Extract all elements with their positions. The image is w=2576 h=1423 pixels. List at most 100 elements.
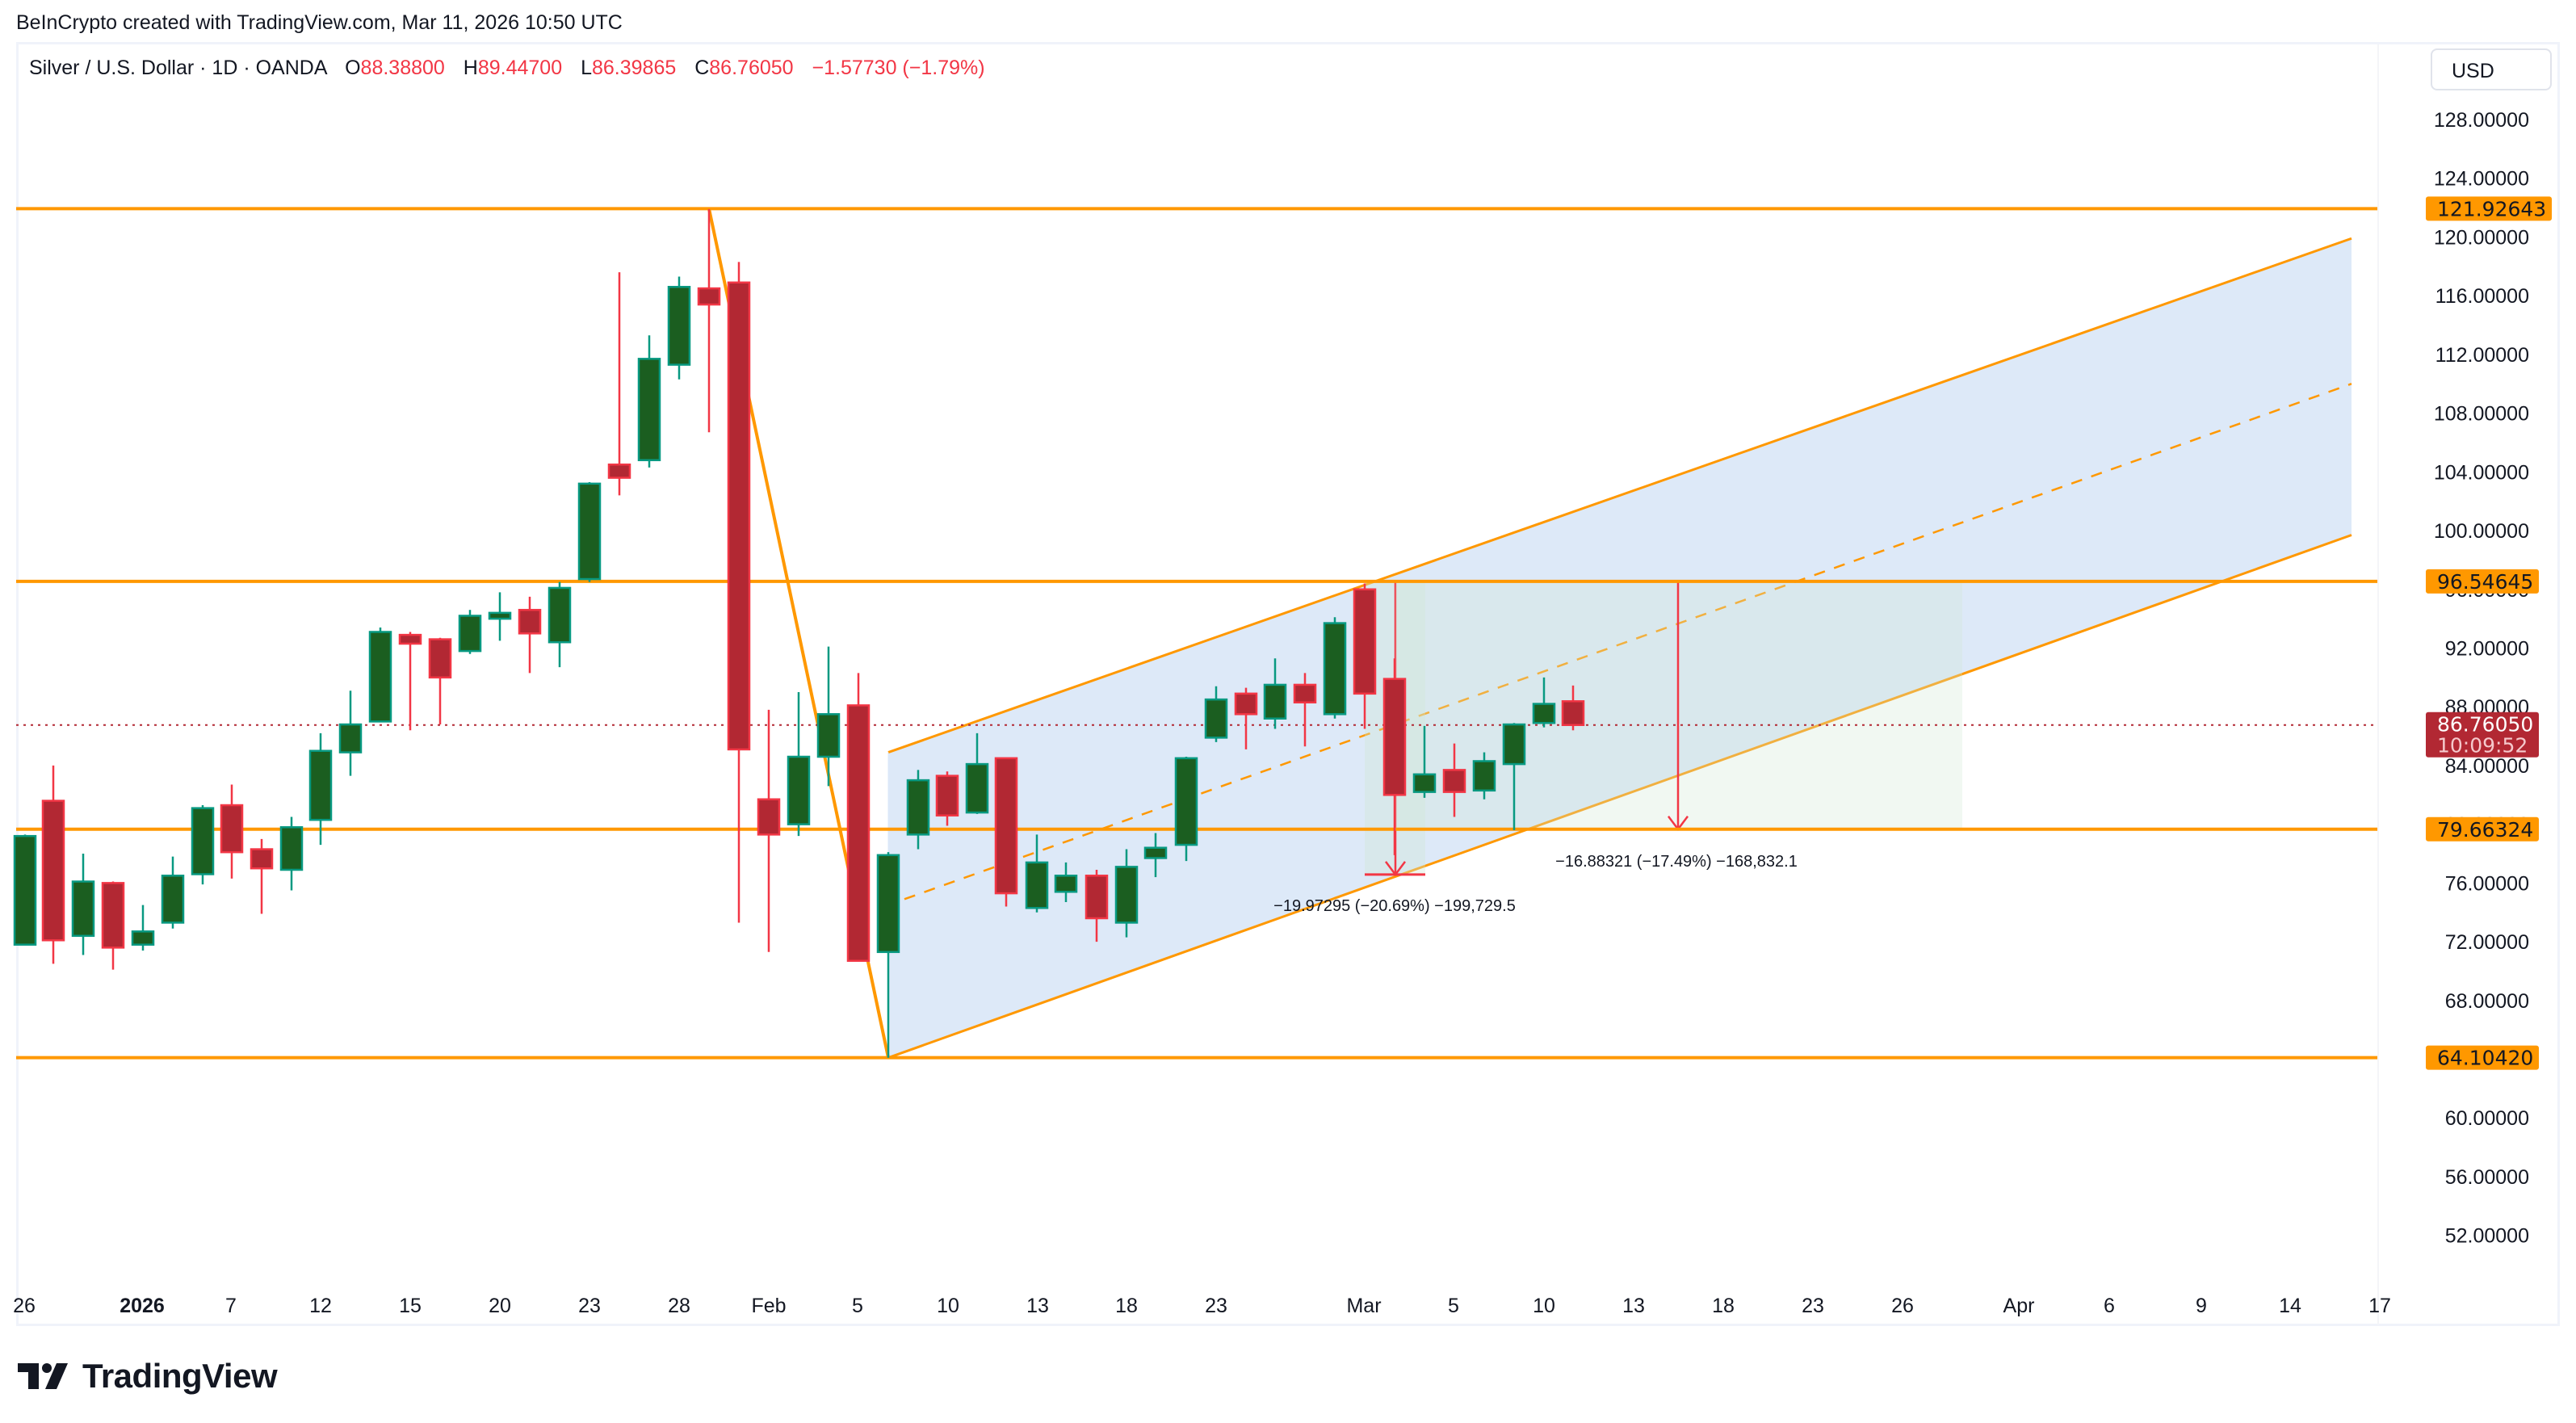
candle-body: [1114, 866, 1139, 924]
price-tick-label: 120.00000: [2434, 226, 2529, 249]
channel-lower-line[interactable]: [887, 534, 2352, 1060]
candle-body: [308, 749, 333, 821]
candle-body: [1442, 769, 1466, 793]
symbol-legend: Silver / U.S. Dollar · 1D · OANDA O88.38…: [29, 57, 985, 80]
date-tick-label: Apr: [2003, 1295, 2035, 1317]
price-tick-label: 108.00000: [2434, 403, 2529, 426]
level-price-tag-2: [2426, 569, 2539, 594]
candle-body: [279, 826, 304, 871]
candle-body: [1293, 683, 1317, 703]
candle-body: [1412, 773, 1437, 793]
date-tick-label: 5: [1448, 1295, 1459, 1317]
last-price-tag: [2426, 712, 2539, 758]
candle-up: [787, 692, 811, 837]
candle-up: [577, 482, 602, 582]
candle-body: [1323, 622, 1347, 716]
candle-body: [1532, 703, 1556, 724]
candle-body: [935, 774, 959, 816]
candle-body: [816, 713, 841, 758]
price-tick-label: 60.00000: [2445, 1107, 2529, 1130]
price-axis[interactable]: 128.00000 124.00000 120.00000 116.00000 112.…: [2434, 109, 2529, 1248]
candle-body: [906, 779, 930, 836]
candle-body: [368, 631, 392, 723]
date-tick-label: 12: [309, 1295, 332, 1317]
candle-up: [1263, 658, 1287, 729]
candle-body: [1382, 678, 1407, 796]
candle-down: [757, 709, 781, 952]
low-value: 86.39865: [591, 57, 677, 79]
candle-up: [1025, 834, 1049, 913]
price-tick-label: 104.00000: [2434, 461, 2529, 484]
price-tick-label: 112.00000: [2435, 344, 2529, 367]
close-label: C: [694, 57, 710, 79]
date-tick-label: 28: [668, 1295, 690, 1317]
low-label: L: [581, 57, 592, 79]
symbol-name: Silver / U.S. Dollar · 1D · OANDA: [29, 57, 327, 79]
candle-body: [667, 286, 691, 366]
date-tick-label: 10: [937, 1295, 959, 1317]
candle-down: [727, 262, 751, 923]
price-tick-label: 92.00000: [2445, 637, 2529, 660]
date-tick-label: 9: [2196, 1295, 2207, 1317]
candle-up: [1114, 849, 1139, 938]
candle-up: [1143, 833, 1168, 878]
date-tick-label: 6: [2104, 1295, 2115, 1317]
high-label: H: [463, 57, 478, 79]
time-axis[interactable]: 26 2026 7 12 15 20 23 28 Feb 5 10 13 18 23 Mar 5 10 13 18 2…: [13, 1295, 2391, 1317]
candle-body: [876, 854, 900, 954]
candle-body: [787, 755, 811, 825]
candle-down: [428, 637, 452, 725]
candle-body: [1263, 683, 1287, 720]
level-price-tag-label: 96.54645: [2437, 570, 2533, 594]
level-price-tag-1: [2426, 196, 2552, 221]
candle-up: [1054, 862, 1078, 902]
candle-down: [607, 272, 631, 496]
candle-down: [846, 673, 871, 962]
date-tick-label: 13: [1622, 1295, 1645, 1317]
date-tick-label: 17: [2368, 1295, 2391, 1317]
candle-down: [1353, 583, 1377, 729]
candle-down: [101, 881, 125, 970]
price-tick-label: 124.00000: [2434, 168, 2529, 191]
candle-body: [71, 880, 95, 938]
price-tick-label: 128.00000: [2434, 109, 2529, 132]
tradingview-logo: TradingView: [18, 1357, 278, 1396]
candle-down: [1085, 869, 1109, 942]
attribution-text: BeInCrypto created with TradingView.com,…: [16, 11, 623, 34]
level-price-tag-label: 64.10420: [2437, 1047, 2533, 1070]
candle-body: [220, 804, 244, 854]
candle-down: [1442, 743, 1466, 817]
candle-body: [1472, 760, 1496, 792]
open-label: O: [345, 57, 361, 79]
candle-body: [1561, 700, 1585, 726]
candle-body: [577, 482, 602, 581]
candle-body: [697, 287, 721, 306]
date-tick-label: 15: [399, 1295, 422, 1317]
candle-body: [965, 762, 989, 814]
candle-down: [935, 771, 959, 826]
candle-body: [161, 875, 185, 924]
candle-up: [13, 834, 37, 946]
candle-up: [1204, 686, 1228, 742]
currency-button[interactable]: USD: [2431, 48, 2552, 90]
channel-upper-line[interactable]: [887, 237, 2352, 753]
candle-up: [191, 805, 215, 885]
candle-up: [876, 852, 900, 1058]
candle-up: [308, 732, 333, 846]
price-tags: 121.92643 96.54645 79.66324 64.10420 86.7605…: [2426, 196, 2552, 1070]
measure-labels: −19.97295 (−20.69%) −199,729.5 −16.88321 …: [1273, 853, 1798, 915]
level-price-tag-3: [2426, 816, 2539, 842]
candle-up: [71, 854, 95, 955]
candle-down: [1382, 658, 1407, 855]
parallel-channel[interactable]: [887, 237, 2352, 1060]
candle-up: [965, 732, 989, 814]
candle-body: [994, 757, 1018, 895]
candle-down: [697, 208, 721, 433]
last-price-label: 86.76050: [2437, 713, 2533, 737]
candle-body: [1204, 698, 1228, 739]
date-tick-label: 18: [1115, 1295, 1138, 1317]
date-tick-label: 20: [489, 1295, 511, 1317]
candle-up: [161, 856, 185, 929]
channel-midline[interactable]: [904, 383, 2352, 900]
